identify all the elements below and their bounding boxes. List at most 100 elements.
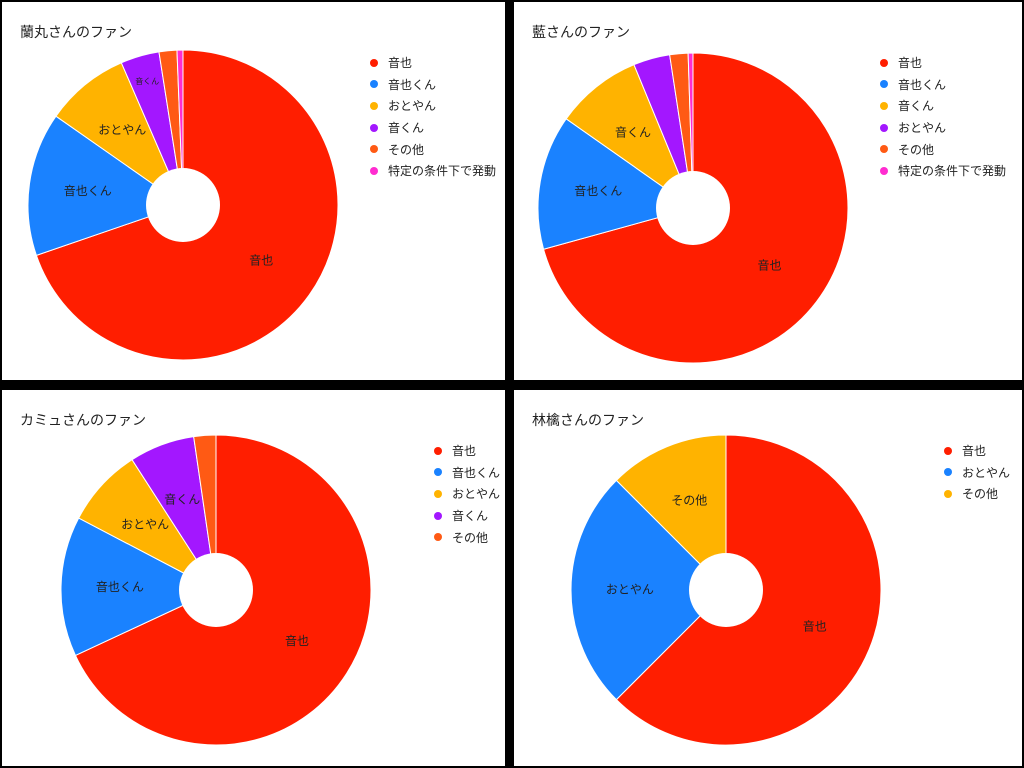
chart-legend: 音也おとやんその他 xyxy=(944,440,1010,505)
chart-title: 蘭丸さんのファン xyxy=(20,25,132,41)
pie-chart-camus: 音也 音也くん おとやん 音くん xyxy=(60,434,372,746)
legend-item: おとやん xyxy=(370,95,496,117)
slice-label: 音也くん xyxy=(574,183,622,198)
pie-slice-5 xyxy=(193,434,217,591)
legend-item: 音也 xyxy=(880,52,1006,74)
chart-panel-ranmaru: 音也 音也くん おとやん 音くん 蘭丸さんのファン 音也 音也くん おとやん 音くん その他特… xyxy=(2,2,505,380)
slice-label: 音也 xyxy=(757,258,781,273)
legend-swatch xyxy=(370,101,378,110)
legend-label: 音也くん xyxy=(452,465,501,480)
legend-swatch xyxy=(370,123,378,132)
legend-item: 音也 xyxy=(944,440,1010,462)
slice-label: 音也 xyxy=(803,618,827,633)
pie-slice-2 xyxy=(60,517,218,657)
legend-swatch xyxy=(880,123,888,132)
legend-swatch xyxy=(434,446,442,455)
pie-slice-2 xyxy=(570,479,727,701)
slice-label: 音くん xyxy=(615,124,651,139)
legend-label: おとやん xyxy=(898,121,947,136)
legend-label: 特定の条件下で発動 xyxy=(388,164,497,179)
slice-label: 音也くん xyxy=(96,579,144,594)
chart-panel-ringo: 音也 おとやん その他 林檎さんのファン 音也 おとやん その他 xyxy=(514,390,1022,766)
chart-legend: 音也音也くんおとやん音くんその他 xyxy=(434,440,500,548)
legend-swatch xyxy=(434,468,442,477)
legend-item: 音也くん xyxy=(880,74,1006,96)
legend-item: その他 xyxy=(370,138,496,160)
legend-label: 音くん xyxy=(388,121,425,136)
legend-label: 音也 xyxy=(962,444,987,459)
legend-swatch xyxy=(370,58,378,67)
legend-label: その他 xyxy=(898,142,935,157)
legend-swatch xyxy=(434,489,442,498)
legend-label: 音也くん xyxy=(898,77,947,92)
slice-label: 音也 xyxy=(285,633,309,648)
pie-slice-2 xyxy=(27,115,185,257)
legend-item: 音くん xyxy=(370,117,496,139)
legend-label: 音也 xyxy=(452,444,477,459)
legend-label: その他 xyxy=(388,142,425,157)
pie-chart-ai: 音也 音也くん 音くん xyxy=(537,52,849,364)
slice-label: おとやん xyxy=(121,518,169,532)
legend-item: その他 xyxy=(434,526,500,548)
legend-item: 音也 xyxy=(434,440,500,462)
legend-label: 音也 xyxy=(388,56,413,71)
legend-swatch xyxy=(880,145,888,154)
legend-swatch xyxy=(370,166,378,175)
legend-item: その他 xyxy=(944,483,1010,505)
slice-label: その他 xyxy=(671,494,707,508)
legend-label: 音也くん xyxy=(388,77,437,92)
legend-swatch xyxy=(370,145,378,154)
legend-item: おとやん xyxy=(434,483,500,505)
legend-label: おとやん xyxy=(388,99,437,114)
legend-label: その他 xyxy=(452,530,489,545)
chart-legend: 音也音也くん音くんおとやんその他特定の条件下で発動 xyxy=(880,52,1006,182)
legend-label: 音也 xyxy=(898,56,923,71)
slice-label: おとやん xyxy=(98,123,146,137)
legend-item: 音也 xyxy=(370,52,496,74)
pie-slice-6 xyxy=(687,52,694,209)
legend-item: その他 xyxy=(880,138,1006,160)
slice-label: 音くん xyxy=(135,76,159,86)
pie-chart-ringo: 音也 おとやん その他 xyxy=(570,434,882,746)
legend-label: 特定の条件下で発動 xyxy=(898,164,1007,179)
legend-label: おとやん xyxy=(962,465,1011,480)
chart-title: カミュさんのファン xyxy=(20,413,146,429)
legend-item: おとやん xyxy=(880,117,1006,139)
donut-hole xyxy=(656,171,730,245)
legend-label: おとやん xyxy=(452,487,501,502)
legend-item: 特定の条件下で発動 xyxy=(880,160,1006,182)
legend-swatch xyxy=(880,166,888,175)
donut-hole xyxy=(146,168,220,242)
chart-title: 藍さんのファン xyxy=(532,25,630,41)
pie-chart-ranmaru: 音也 音也くん おとやん 音くん xyxy=(27,49,339,361)
legend-swatch xyxy=(434,511,442,520)
pie-slice-3 xyxy=(565,64,695,210)
legend-item: 音くん xyxy=(880,95,1006,117)
donut-hole xyxy=(689,553,763,627)
slice-label: 音也 xyxy=(249,252,273,267)
legend-item: 音也くん xyxy=(370,74,496,96)
pie-slice-3 xyxy=(55,62,185,207)
legend-item: おとやん xyxy=(944,462,1010,484)
legend-swatch xyxy=(880,101,888,110)
legend-swatch xyxy=(944,468,952,477)
slice-label: 音也くん xyxy=(64,183,112,198)
pie-slice-3 xyxy=(615,434,727,592)
legend-swatch xyxy=(370,80,378,89)
chart-legend: 音也音也くんおとやん音くんその他特定の条件下で発動 xyxy=(370,52,496,182)
legend-label: 音くん xyxy=(452,509,489,524)
chart-panel-camus: 音也 音也くん おとやん 音くん カミュさんのファン 音也 音也くん おとやん 音くん その他 xyxy=(2,390,505,766)
donut-hole xyxy=(179,553,253,627)
legend-item: 音くん xyxy=(434,505,500,527)
chart-title: 林檎さんのファン xyxy=(532,413,644,429)
slice-label: 音くん xyxy=(164,492,200,507)
legend-label: 音くん xyxy=(898,99,935,114)
legend-swatch xyxy=(434,533,442,542)
pie-slice-6 xyxy=(176,49,184,206)
chart-panel-ai: 音也 音也くん 音くん 藍さんのファン 音也 音也くん 音くん おとやん その他 特定の条件下… xyxy=(514,2,1022,380)
pie-slice-2 xyxy=(537,118,695,250)
legend-item: 特定の条件下で発動 xyxy=(370,160,496,182)
legend-swatch xyxy=(944,489,952,498)
legend-swatch xyxy=(944,446,952,455)
